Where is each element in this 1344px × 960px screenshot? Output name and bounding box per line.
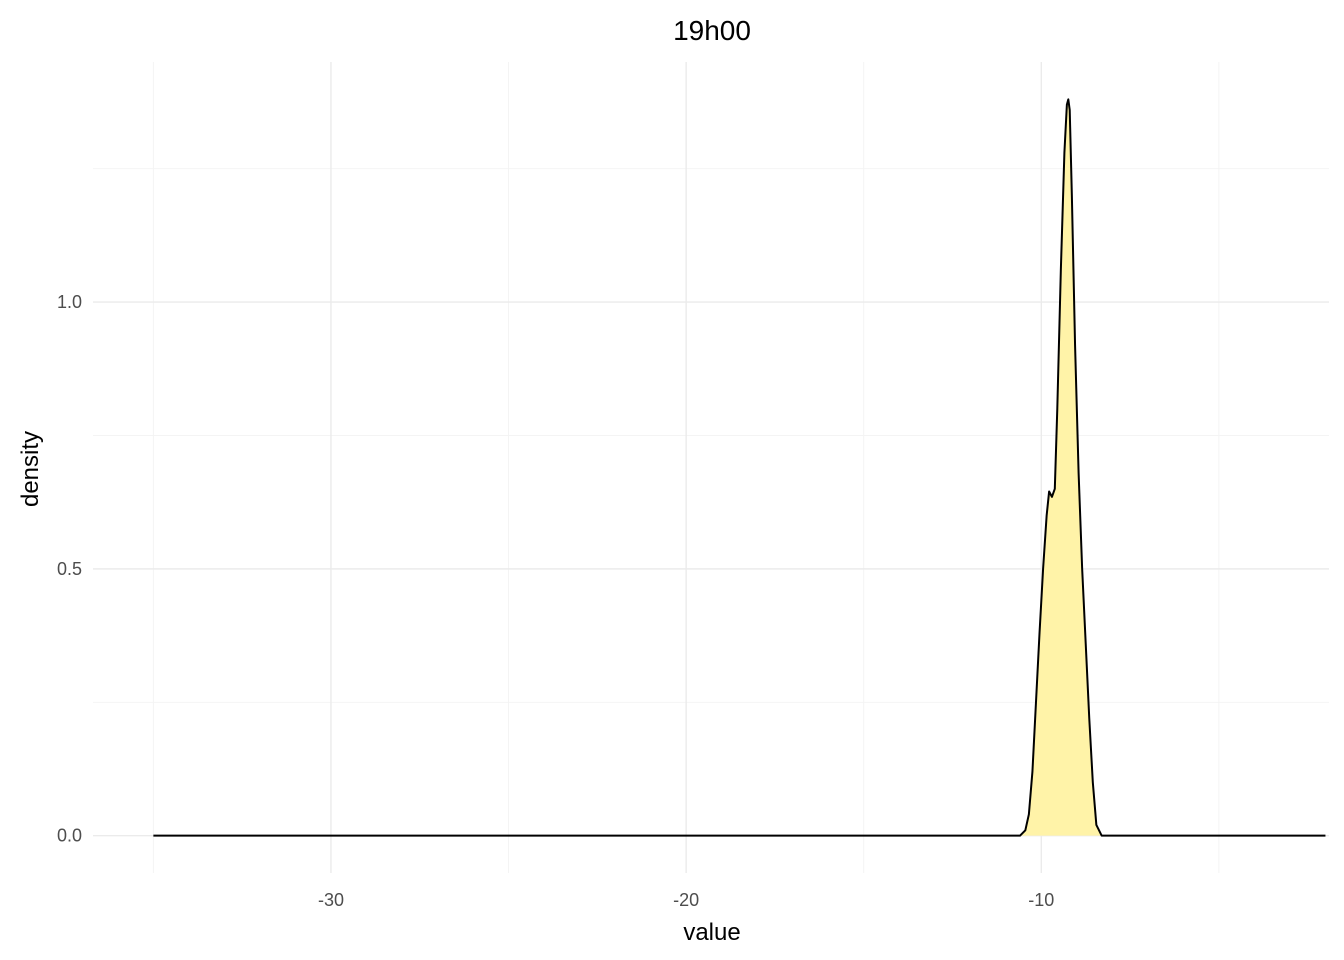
grid <box>93 62 1329 873</box>
x-tick-label: -30 <box>318 890 344 910</box>
y-axis-title: density <box>17 431 44 507</box>
density-line <box>153 98 1326 837</box>
tick-labels: -30 -20 -10 0.0 0.5 1.0 <box>57 292 1054 910</box>
density-area-layer <box>153 98 1326 837</box>
y-tick-label: 0.5 <box>57 559 82 579</box>
x-tick-label: -20 <box>673 890 699 910</box>
y-tick-label: 0.0 <box>57 826 82 846</box>
density-fill <box>153 99 1326 836</box>
y-tick-label: 1.0 <box>57 292 82 312</box>
x-tick-label: -10 <box>1028 890 1054 910</box>
chart-title: 19h00 <box>673 15 751 46</box>
x-axis-title: value <box>683 919 740 946</box>
